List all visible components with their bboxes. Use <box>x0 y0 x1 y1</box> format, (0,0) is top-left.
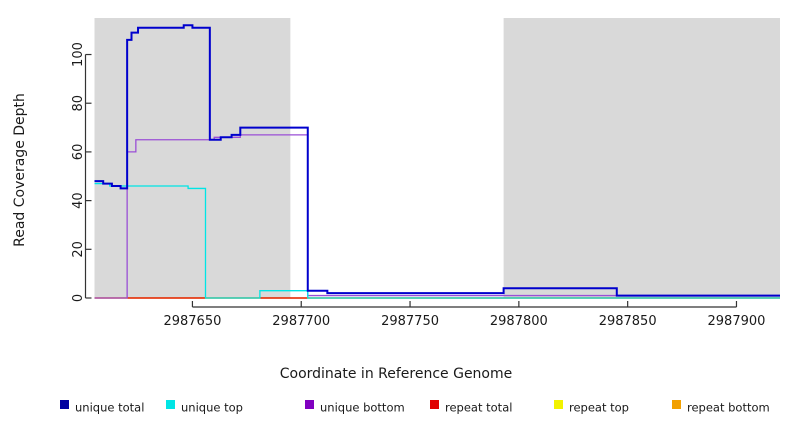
legend-label-unique-bottom: unique bottom <box>320 401 405 415</box>
repeat-region-right <box>503 18 780 298</box>
legend-label-repeat-total: repeat total <box>445 401 512 415</box>
legend: unique total unique top unique bottom repea… <box>60 400 770 415</box>
y-tick-label: 0 <box>71 294 86 302</box>
legend-swatch-unique-bottom <box>305 400 314 409</box>
x-axis: 2987650 2987700 2987750 2987800 2987850 29879… <box>163 301 765 329</box>
y-axis: 0 20 40 60 80 100 <box>71 42 92 302</box>
shaded-region-group <box>94 18 780 298</box>
x-tick-group: 2987650 2987700 2987750 2987800 2987850 29879… <box>163 301 765 329</box>
legend-swatch-repeat-total <box>430 400 439 409</box>
legend-swatch-unique-total <box>60 400 69 409</box>
legend-swatch-unique-top <box>166 400 175 409</box>
legend-label-unique-top: unique top <box>181 401 243 415</box>
y-tick-label: 60 <box>71 144 86 161</box>
series-unique-total <box>94 24 780 297</box>
x-tick-label: 2987750 <box>381 314 439 329</box>
legend-swatch-repeat-bottom <box>672 400 681 409</box>
x-tick-label: 2987650 <box>163 314 221 329</box>
y-tick-label: 40 <box>71 192 86 209</box>
y-tick-label: 100 <box>71 42 86 67</box>
legend-label-unique-total: unique total <box>75 401 144 415</box>
legend-label-repeat-bottom: repeat bottom <box>687 401 770 415</box>
repeat-region-left <box>94 18 291 298</box>
x-tick-label: 2987850 <box>599 314 657 329</box>
y-tick-group: 0 20 40 60 80 100 <box>71 42 92 302</box>
y-tick-label: 20 <box>71 241 86 258</box>
x-tick-label: 2987900 <box>708 314 766 329</box>
legend-swatch-repeat-top <box>554 400 563 409</box>
x-tick-label: 2987800 <box>490 314 548 329</box>
legend-label-repeat-top: repeat top <box>569 401 629 415</box>
series-group <box>94 24 780 299</box>
x-tick-label: 2987700 <box>272 314 330 329</box>
y-axis-title: Read Coverage Depth <box>12 93 28 247</box>
x-axis-title: Coordinate in Reference Genome <box>280 366 513 382</box>
y-tick-label: 80 <box>71 95 86 112</box>
